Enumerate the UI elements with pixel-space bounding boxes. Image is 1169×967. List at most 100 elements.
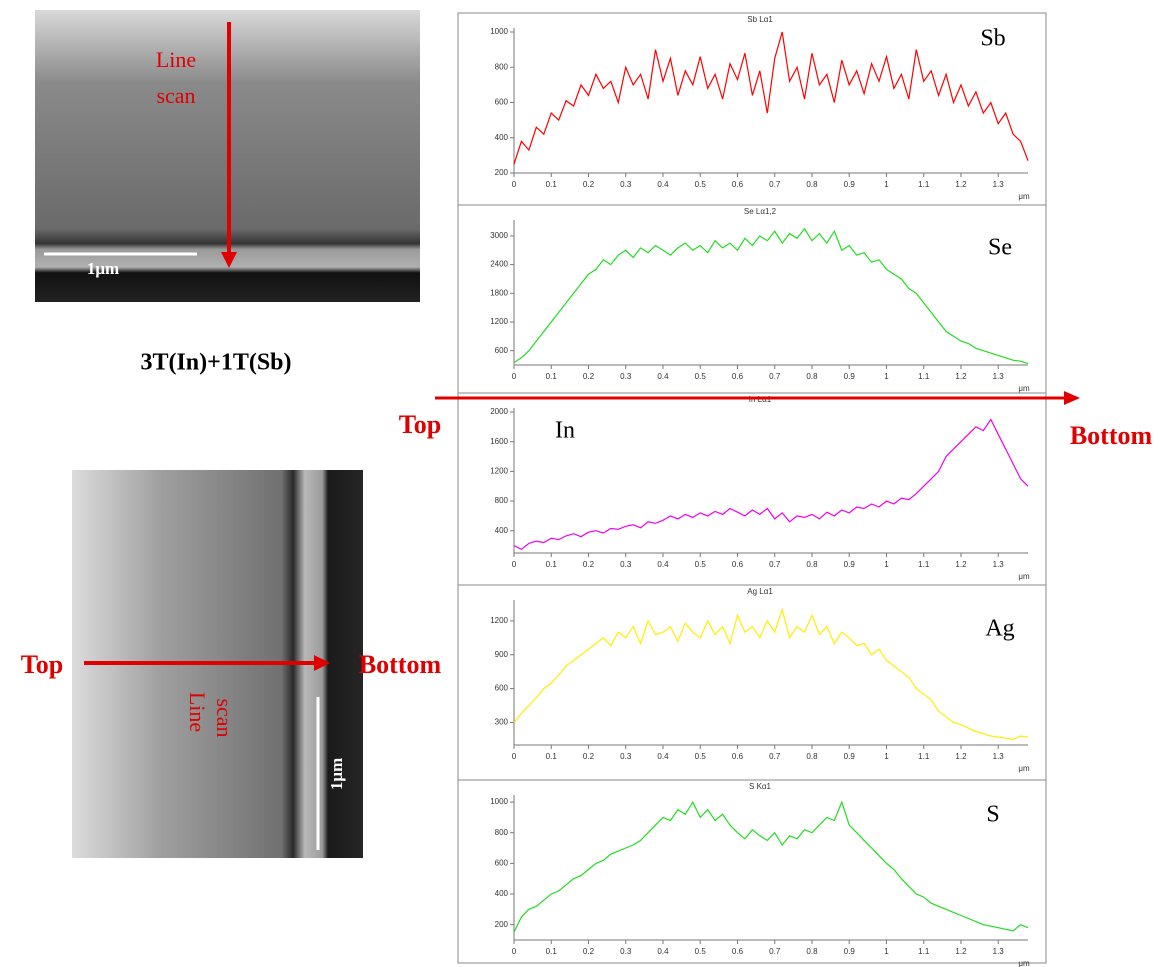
x-tick-label: 0.7 [769,372,781,381]
x-tick-label: 0.8 [806,947,818,956]
scan-arrow-head [314,655,330,671]
x-tick-label: 0 [512,180,517,189]
y-tick-label: 1200 [490,317,508,326]
element-label: Ag [985,616,1014,642]
x-tick-label: 0.9 [844,560,856,569]
y-tick-label: 2400 [490,260,508,269]
x-tick-label: 0.2 [583,560,595,569]
y-tick-label: 600 [495,346,509,355]
y-tick-label: 1200 [490,616,508,625]
y-tick-label: 600 [495,98,509,107]
line-scan-label: Line [185,692,210,732]
y-tick-label: 800 [495,496,509,505]
x-tick-label: 0.8 [806,560,818,569]
chart-title: Ag Lα1 [747,587,773,596]
y-tick-label: 1600 [490,437,508,446]
x-tick-label: 0 [512,560,517,569]
bottom-label: Bottom [359,650,442,679]
x-unit: μm [1018,572,1030,581]
x-tick-label: 0.9 [844,372,856,381]
x-tick-label: 1.1 [918,180,930,189]
line-scan-label: scan [156,83,195,108]
data-line [513,607,1029,741]
x-tick-label: 0.1 [546,372,558,381]
chart-title: Se Lα1,2 [744,207,777,216]
y-tick-label: 1000 [490,27,508,36]
x-tick-label: 0.8 [806,372,818,381]
y-tick-label: 400 [495,526,509,535]
x-tick-label: 1 [884,560,889,569]
x-tick-label: 0.5 [695,372,707,381]
x-tick-label: 1.3 [993,372,1005,381]
y-tick-label: 1000 [490,797,508,806]
x-tick-label: 0.6 [732,947,744,956]
x-tick-label: 0.6 [732,372,744,381]
chart-title: S Kα1 [749,782,772,791]
x-tick-label: 1.1 [918,947,930,956]
x-tick-label: 0.7 [769,947,781,956]
caption: 3T(In)+1T(Sb) [140,350,291,376]
x-tick-label: 0.7 [769,180,781,189]
x-tick-label: 0.3 [620,372,632,381]
y-tick-label: 200 [495,168,509,177]
x-tick-label: 0.6 [732,180,744,189]
chart-title: In Lα1 [749,395,772,404]
x-tick-label: 0.6 [732,752,744,761]
x-tick-label: 0.2 [583,180,595,189]
top-label: Top [399,410,441,439]
x-tick-label: 0.8 [806,752,818,761]
y-tick-label: 600 [495,684,509,693]
x-tick-label: 0.4 [657,752,669,761]
y-tick-label: 1200 [490,466,508,475]
x-tick-label: 1.2 [955,372,967,381]
x-unit: μm [1018,764,1030,773]
x-tick-label: 0 [512,947,517,956]
x-tick-label: 0.7 [769,752,781,761]
x-tick-label: 1 [884,372,889,381]
element-label: Sb [980,26,1005,52]
x-tick-label: 1.3 [993,947,1005,956]
x-tick-label: 1.2 [955,180,967,189]
x-tick-label: 1.3 [993,752,1005,761]
x-tick-label: 0.1 [546,752,558,761]
y-tick-label: 800 [495,828,509,837]
y-tick-label: 200 [495,920,509,929]
y-tick-label: 600 [495,858,509,867]
x-tick-label: 0 [512,372,517,381]
x-tick-label: 0.8 [806,180,818,189]
x-tick-label: 0.9 [844,180,856,189]
y-tick-label: 900 [495,650,509,659]
x-tick-label: 0.2 [583,752,595,761]
y-tick-label: 400 [495,133,509,142]
data-line [513,227,1029,365]
x-tick-label: 0.6 [732,560,744,569]
y-tick-label: 400 [495,889,509,898]
x-unit: μm [1018,192,1030,201]
x-tick-label: 0.2 [583,947,595,956]
x-tick-label: 0.7 [769,560,781,569]
element-label: Se [988,235,1012,261]
x-tick-label: 1.2 [955,947,967,956]
x-tick-label: 0.5 [695,180,707,189]
element-label: In [555,418,575,444]
y-tick-label: 1800 [490,288,508,297]
x-tick-label: 1 [884,752,889,761]
x-tick-label: 0.9 [844,947,856,956]
y-tick-label: 800 [495,62,509,71]
x-tick-label: 0.5 [695,560,707,569]
x-tick-label: 1.2 [955,752,967,761]
data-line [513,31,1029,165]
x-unit: μm [1018,384,1030,393]
x-tick-label: 0.3 [620,947,632,956]
data-line [513,800,1029,933]
x-tick-label: 0.3 [620,180,632,189]
x-tick-label: 1 [884,180,889,189]
x-tick-label: 1.1 [918,560,930,569]
element-label: S [986,802,999,828]
x-tick-label: 0.1 [546,180,558,189]
y-tick-label: 3000 [490,231,508,240]
x-tick-label: 1.1 [918,372,930,381]
